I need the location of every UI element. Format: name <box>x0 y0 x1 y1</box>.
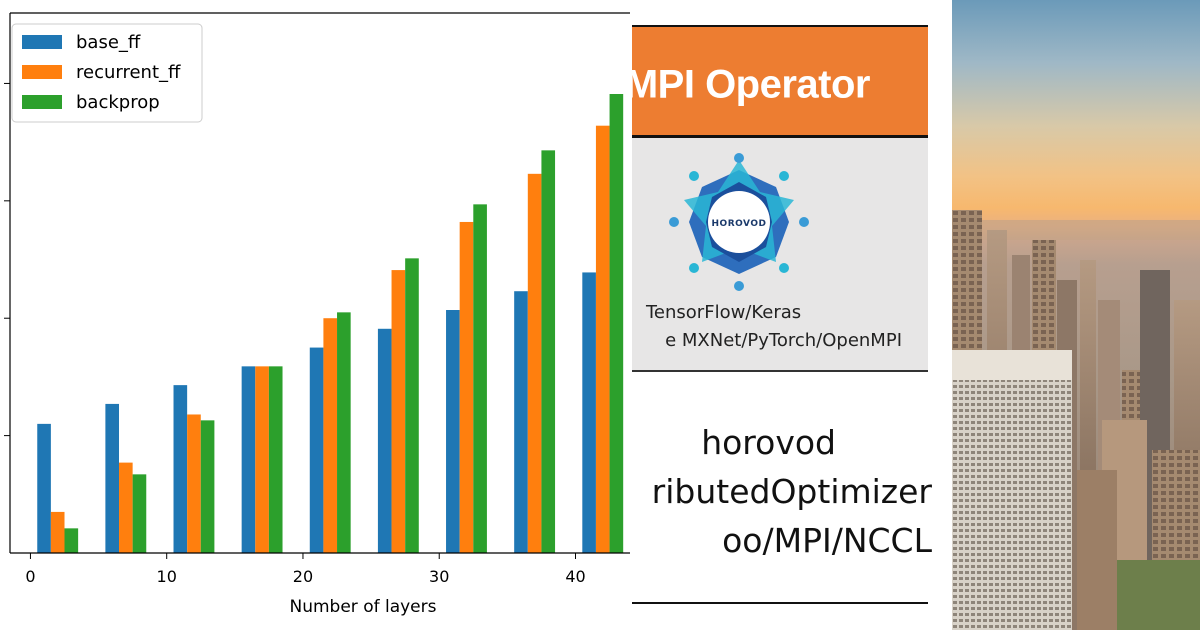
slide-body-line-3: oo/MPI/NCCL <box>722 521 932 560</box>
slide-body-text: horovod ributedOptimizer oo/MPI/NCCL <box>652 418 932 565</box>
slide-top-rule <box>632 25 928 27</box>
axes-layer <box>9 12 630 554</box>
frameworks-line-1: TensorFlow/Keras <box>646 302 802 323</box>
x-ticks: 0 10 20 30 40 <box>25 553 586 586</box>
bars-layer <box>37 94 624 554</box>
bar-recurrent-ff-32 <box>459 221 474 553</box>
bar-base-ff-42 <box>582 272 596 553</box>
bar-base-ff-27 <box>377 328 392 553</box>
horovod-logo-icon: HOROVOD <box>669 153 809 291</box>
slide-panel: MPI Operator HOROVOD TensorFlow/Keras e … <box>632 0 952 630</box>
bar-backprop-7 <box>132 474 147 553</box>
bar-backprop-2 <box>64 528 79 553</box>
bar-recurrent-ff-27 <box>391 270 406 553</box>
bar-chart: 0 10 20 30 40 Number of layers base_ff recur… <box>4 12 630 617</box>
horovod-logo-text: HOROVOD <box>712 219 767 229</box>
bar-recurrent-ff-7 <box>119 462 133 553</box>
bar-base-ff-12 <box>173 385 188 553</box>
slide-banner-title: MPI Operator <box>632 62 871 107</box>
bar-backprop-12 <box>200 420 215 553</box>
bar-recurrent-ff-17 <box>255 366 269 553</box>
slide-bottom-rule <box>632 602 928 604</box>
legend-label-base-ff: base_ff <box>76 32 141 53</box>
bar-backprop-27 <box>405 258 419 553</box>
x-tick-label-30: 30 <box>429 567 449 586</box>
x-tick-label-40: 40 <box>565 567 585 586</box>
slide-banner-rule <box>632 135 928 138</box>
bar-backprop-37 <box>541 150 556 553</box>
bar-base-ff-32 <box>446 310 460 553</box>
horovod-logo-box: HOROVOD TensorFlow/Keras e MXNet/PyTorch… <box>632 138 928 372</box>
x-tick-label-20: 20 <box>293 567 313 586</box>
legend: base_ff recurrent_ff backprop <box>11 23 203 123</box>
legend-label-recurrent-ff: recurrent_ff <box>76 62 181 83</box>
bar-recurrent-ff-12 <box>187 414 201 553</box>
bar-base-ff-22 <box>309 347 324 553</box>
city-skyline-icon <box>952 210 1200 630</box>
bar-recurrent-ff-2 <box>50 511 65 553</box>
bar-recurrent-ff-37 <box>527 173 542 553</box>
x-axis-label: Number of layers <box>290 597 437 617</box>
legend-swatch-base-ff <box>22 35 62 49</box>
bar-recurrent-ff-22 <box>323 318 338 553</box>
slide-body-line-2: ributedOptimizer <box>651 472 932 511</box>
slide-banner: MPI Operator <box>632 27 928 135</box>
bar-backprop-17 <box>268 366 283 553</box>
bar-chart-panel: 0 10 20 30 40 Number of layers base_ff recur… <box>4 12 630 617</box>
bar-base-ff-17 <box>241 366 256 553</box>
frameworks-line-2: e MXNet/PyTorch/OpenMPI <box>665 330 902 351</box>
bar-backprop-42 <box>609 94 624 553</box>
x-tick-label-10: 10 <box>157 567 177 586</box>
bar-base-ff-2 <box>37 423 51 553</box>
bar-backprop-32 <box>473 204 487 553</box>
slide-body-line-1: horovod <box>701 423 836 462</box>
legend-swatch-backprop <box>22 95 62 109</box>
city-skyline-photo <box>952 0 1200 630</box>
legend-swatch-recurrent-ff <box>22 65 62 79</box>
bar-recurrent-ff-42 <box>595 125 610 554</box>
bar-base-ff-7 <box>105 403 120 553</box>
legend-label-backprop: backprop <box>76 92 160 113</box>
bar-backprop-22 <box>337 312 351 553</box>
bar-base-ff-37 <box>514 291 528 553</box>
y-ticks <box>4 82 10 437</box>
x-tick-label-0: 0 <box>25 567 35 586</box>
